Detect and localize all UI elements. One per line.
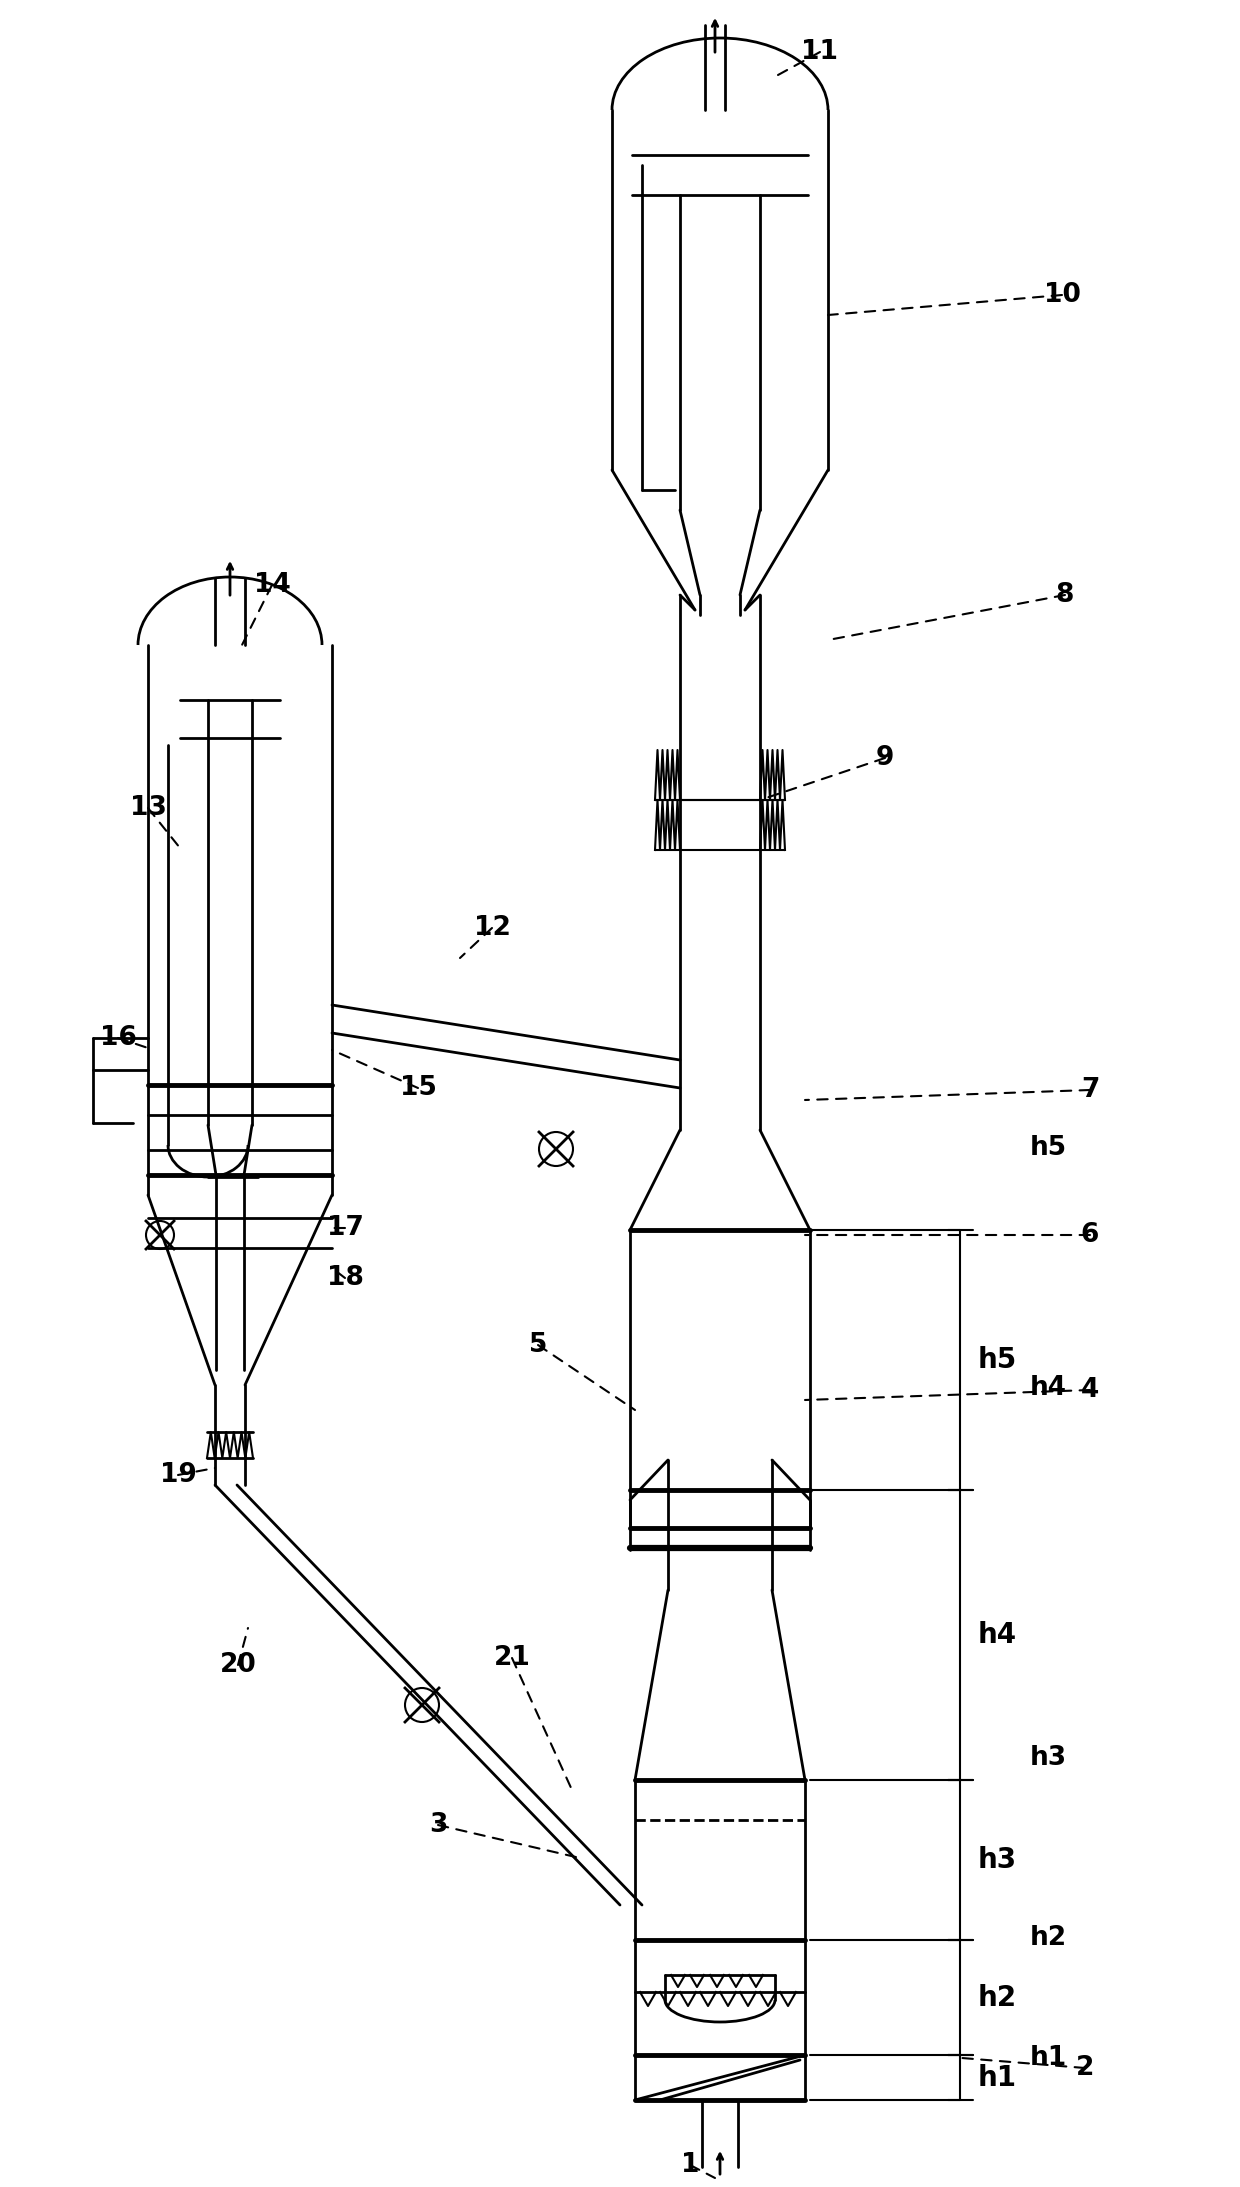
Text: 20: 20 [219, 1651, 257, 1677]
Text: h3: h3 [1029, 1745, 1066, 1771]
Text: h1: h1 [978, 2065, 1017, 2091]
Text: h2: h2 [978, 1984, 1017, 2012]
Text: 6: 6 [1081, 1223, 1099, 1249]
Text: 4: 4 [1081, 1378, 1099, 1404]
Text: 10: 10 [1044, 282, 1080, 308]
Text: 16: 16 [99, 1026, 136, 1052]
Text: h3: h3 [978, 1846, 1017, 1874]
Text: 5: 5 [528, 1332, 547, 1358]
Text: h5: h5 [1029, 1135, 1066, 1161]
Text: h1: h1 [1029, 2045, 1066, 2071]
Text: 12: 12 [474, 914, 511, 940]
Text: h2: h2 [1029, 1925, 1066, 1951]
Text: h4: h4 [1029, 1376, 1066, 1402]
Text: 7: 7 [1081, 1076, 1099, 1102]
Text: 18: 18 [326, 1264, 363, 1290]
Text: h4: h4 [978, 1621, 1017, 1649]
Text: 2: 2 [1076, 2056, 1094, 2082]
Text: 13: 13 [129, 796, 166, 820]
Text: 19: 19 [160, 1461, 196, 1487]
Text: 3: 3 [429, 1813, 448, 1837]
Text: 21: 21 [494, 1645, 531, 1671]
Text: h5: h5 [978, 1345, 1017, 1373]
Text: 8: 8 [1055, 582, 1074, 608]
Text: 11: 11 [801, 39, 838, 66]
Text: 14: 14 [254, 573, 290, 597]
Text: 17: 17 [326, 1216, 363, 1240]
Text: 1: 1 [681, 2152, 699, 2178]
Text: 15: 15 [399, 1076, 436, 1100]
Text: 9: 9 [875, 746, 894, 772]
